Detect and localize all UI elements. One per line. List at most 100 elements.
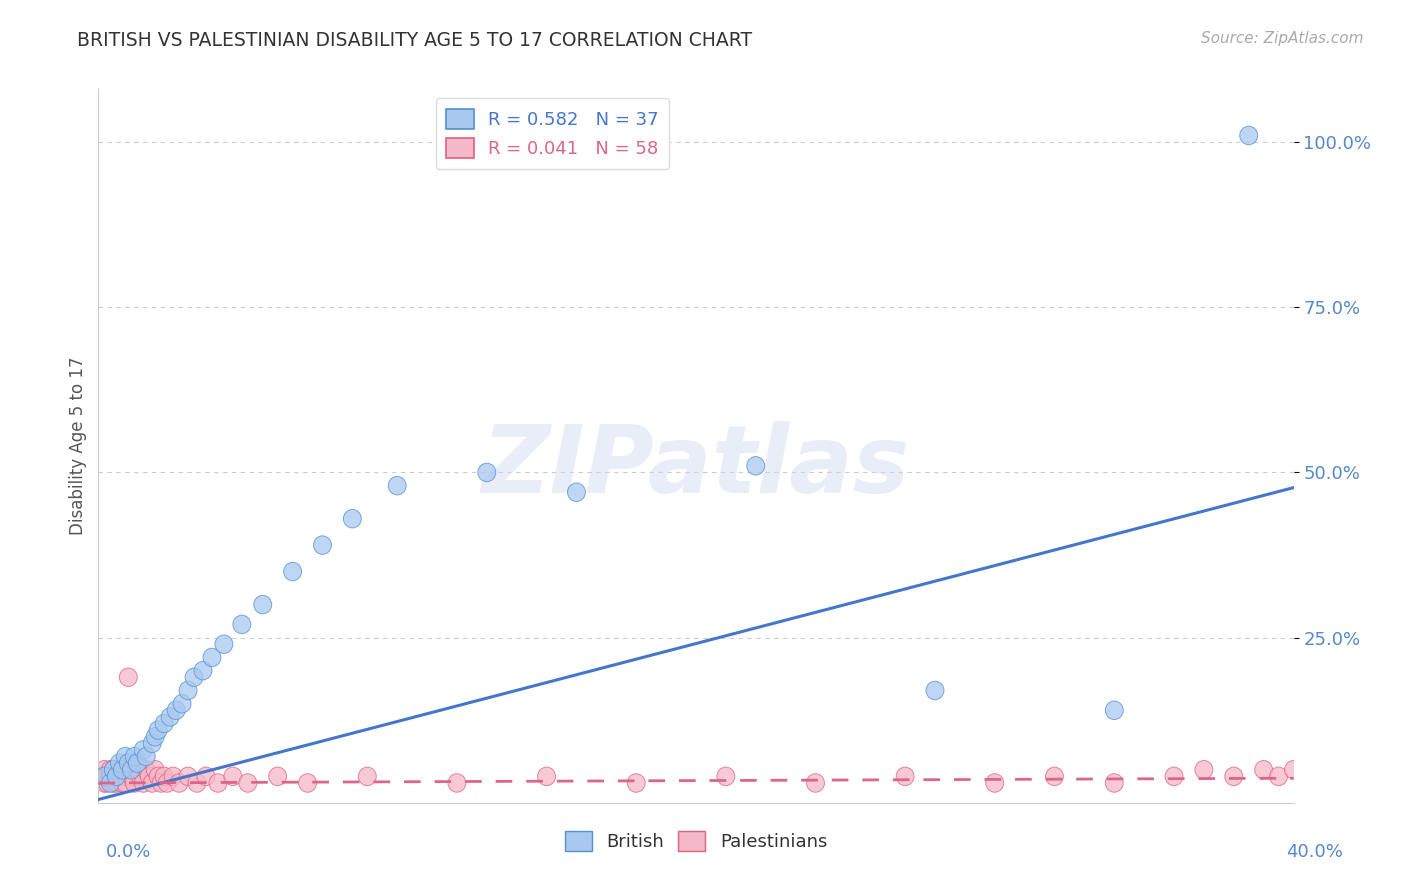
Ellipse shape — [96, 761, 114, 779]
Ellipse shape — [224, 767, 242, 786]
Ellipse shape — [117, 747, 135, 766]
Ellipse shape — [149, 767, 167, 786]
Ellipse shape — [896, 767, 914, 786]
Ellipse shape — [314, 536, 332, 554]
Ellipse shape — [101, 773, 120, 792]
Ellipse shape — [188, 773, 207, 792]
Ellipse shape — [146, 728, 165, 746]
Ellipse shape — [107, 767, 125, 786]
Ellipse shape — [927, 681, 943, 699]
Ellipse shape — [449, 773, 465, 792]
Ellipse shape — [149, 721, 167, 739]
Ellipse shape — [194, 661, 212, 680]
Y-axis label: Disability Age 5 to 17: Disability Age 5 to 17 — [69, 357, 87, 535]
Ellipse shape — [1285, 761, 1302, 779]
Ellipse shape — [93, 767, 111, 786]
Ellipse shape — [114, 761, 131, 779]
Ellipse shape — [162, 707, 179, 726]
Ellipse shape — [122, 767, 141, 786]
Ellipse shape — [1046, 767, 1063, 786]
Ellipse shape — [478, 463, 496, 482]
Ellipse shape — [159, 773, 176, 792]
Ellipse shape — [155, 767, 173, 786]
Ellipse shape — [146, 761, 165, 779]
Ellipse shape — [155, 714, 173, 732]
Ellipse shape — [111, 754, 128, 772]
Ellipse shape — [186, 668, 202, 687]
Ellipse shape — [239, 773, 257, 792]
Ellipse shape — [1166, 767, 1182, 786]
Ellipse shape — [215, 635, 233, 654]
Legend: British, Palestinians: British, Palestinians — [557, 823, 835, 858]
Ellipse shape — [986, 773, 1004, 792]
Ellipse shape — [568, 483, 585, 501]
Ellipse shape — [125, 773, 143, 792]
Ellipse shape — [1105, 701, 1123, 720]
Ellipse shape — [135, 773, 152, 792]
Ellipse shape — [125, 747, 143, 766]
Text: 0.0%: 0.0% — [105, 843, 150, 861]
Ellipse shape — [138, 761, 155, 779]
Ellipse shape — [1254, 761, 1272, 779]
Ellipse shape — [165, 767, 183, 786]
Ellipse shape — [170, 773, 188, 792]
Ellipse shape — [1240, 126, 1258, 145]
Ellipse shape — [254, 595, 271, 614]
Ellipse shape — [104, 761, 122, 779]
Ellipse shape — [104, 761, 122, 779]
Ellipse shape — [173, 695, 191, 713]
Ellipse shape — [143, 734, 162, 753]
Ellipse shape — [167, 701, 186, 720]
Ellipse shape — [343, 509, 361, 528]
Ellipse shape — [141, 767, 159, 786]
Ellipse shape — [120, 761, 138, 779]
Ellipse shape — [117, 767, 135, 786]
Ellipse shape — [107, 767, 125, 786]
Ellipse shape — [104, 773, 122, 792]
Ellipse shape — [111, 761, 128, 779]
Ellipse shape — [98, 773, 117, 792]
Ellipse shape — [233, 615, 250, 633]
Ellipse shape — [1195, 761, 1213, 779]
Ellipse shape — [1105, 773, 1123, 792]
Ellipse shape — [1225, 767, 1243, 786]
Ellipse shape — [120, 668, 138, 687]
Ellipse shape — [101, 761, 120, 779]
Ellipse shape — [152, 773, 170, 792]
Ellipse shape — [807, 773, 824, 792]
Ellipse shape — [284, 562, 302, 581]
Ellipse shape — [135, 740, 152, 759]
Ellipse shape — [209, 773, 226, 792]
Text: Source: ZipAtlas.com: Source: ZipAtlas.com — [1201, 31, 1364, 46]
Ellipse shape — [120, 754, 138, 772]
Ellipse shape — [138, 747, 155, 766]
Ellipse shape — [269, 767, 287, 786]
Ellipse shape — [1270, 767, 1288, 786]
Ellipse shape — [197, 767, 215, 786]
Ellipse shape — [202, 648, 221, 666]
Ellipse shape — [111, 767, 128, 786]
Ellipse shape — [114, 761, 131, 779]
Ellipse shape — [298, 773, 316, 792]
Ellipse shape — [128, 754, 146, 772]
Ellipse shape — [107, 773, 125, 792]
Ellipse shape — [179, 767, 197, 786]
Ellipse shape — [627, 773, 645, 792]
Ellipse shape — [747, 457, 765, 475]
Ellipse shape — [96, 773, 114, 792]
Ellipse shape — [122, 761, 141, 779]
Ellipse shape — [128, 761, 146, 779]
Ellipse shape — [143, 773, 162, 792]
Ellipse shape — [131, 767, 149, 786]
Text: 40.0%: 40.0% — [1286, 843, 1343, 861]
Ellipse shape — [96, 767, 114, 786]
Ellipse shape — [117, 773, 135, 792]
Ellipse shape — [717, 767, 735, 786]
Ellipse shape — [537, 767, 555, 786]
Ellipse shape — [114, 773, 131, 792]
Text: BRITISH VS PALESTINIAN DISABILITY AGE 5 TO 17 CORRELATION CHART: BRITISH VS PALESTINIAN DISABILITY AGE 5 … — [77, 31, 752, 50]
Ellipse shape — [388, 476, 406, 495]
Ellipse shape — [98, 767, 117, 786]
Ellipse shape — [359, 767, 377, 786]
Text: ZIPatlas: ZIPatlas — [482, 421, 910, 514]
